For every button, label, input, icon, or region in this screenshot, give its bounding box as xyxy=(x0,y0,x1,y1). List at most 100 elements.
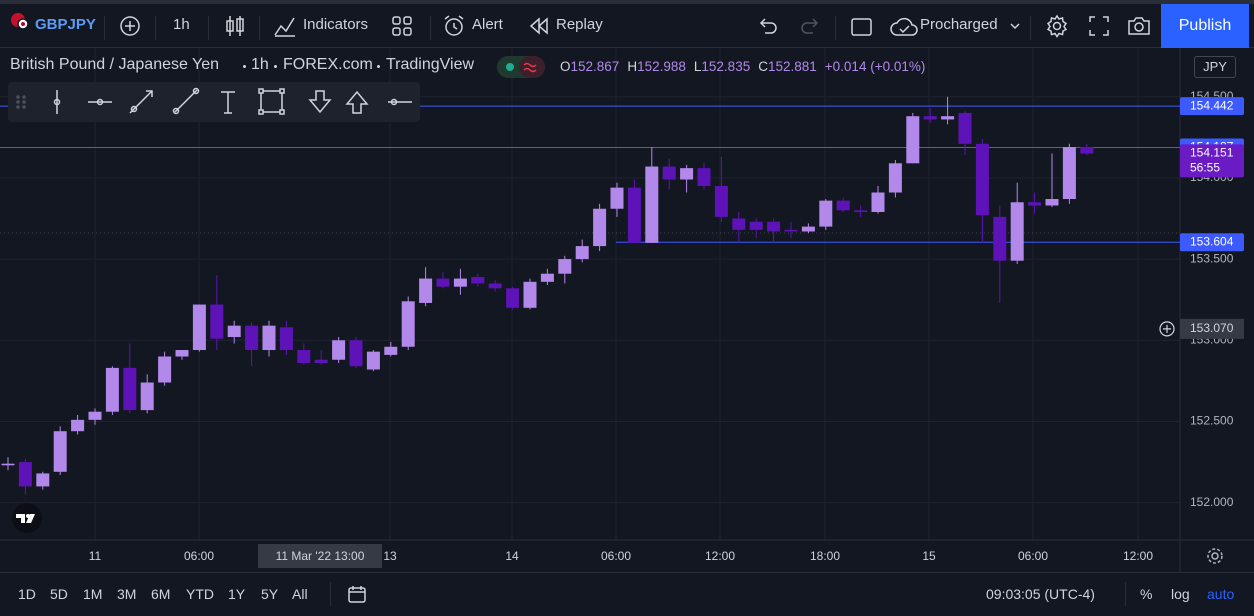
candle-body xyxy=(401,301,415,347)
candle-body xyxy=(906,116,920,164)
candle-body xyxy=(819,200,833,227)
x-tick-label: 06:00 xyxy=(601,549,631,563)
arrow-down-tool[interactable] xyxy=(308,90,332,114)
alert-icon[interactable] xyxy=(442,14,466,38)
compare-button[interactable] xyxy=(119,15,141,37)
candle-body xyxy=(192,304,206,351)
candle-body xyxy=(627,187,641,243)
candle-body xyxy=(767,221,781,232)
ohlc-value: 152.988 xyxy=(637,59,686,74)
candle-body xyxy=(227,325,241,338)
plus-circle xyxy=(1159,321,1175,337)
replay-button[interactable]: Replay xyxy=(556,16,603,33)
x-tick-label: 06:00 xyxy=(1018,549,1048,563)
candle-body xyxy=(1045,199,1059,206)
candle-body xyxy=(18,462,32,487)
add-alert-button[interactable] xyxy=(1159,321,1175,337)
candle-body xyxy=(1,463,15,466)
candle-body xyxy=(349,340,363,367)
range-button[interactable]: YTD xyxy=(186,586,214,602)
range-button[interactable]: 6M xyxy=(151,586,171,602)
cloud-icon[interactable] xyxy=(890,15,920,39)
candle-body xyxy=(332,340,346,360)
candle-body xyxy=(158,356,172,383)
go-to-date-button[interactable] xyxy=(347,584,369,604)
arrow-tool[interactable] xyxy=(129,90,153,114)
candle-body xyxy=(140,382,154,411)
x-tick-label: 14 xyxy=(505,549,519,563)
alert-button[interactable]: Alert xyxy=(472,16,503,33)
candle-body xyxy=(245,325,259,351)
tradingview-logo xyxy=(12,503,42,533)
symbol[interactable]: GBPJPY xyxy=(35,16,96,33)
auto-toggle[interactable]: auto xyxy=(1207,586,1235,602)
currency-button[interactable]: JPY xyxy=(1194,56,1236,78)
ohlc-value: 152.881 xyxy=(767,59,817,74)
range-button[interactable]: 5Y xyxy=(261,586,279,602)
rectangle-button[interactable] xyxy=(850,16,874,38)
layout-menu-chevron[interactable] xyxy=(1009,22,1021,32)
top-toolbar: GBPJPY 1h Indicators Alert Replay Procha… xyxy=(0,0,1254,48)
percent-toggle[interactable]: % xyxy=(1140,586,1153,602)
interval[interactable]: 1h xyxy=(173,16,190,33)
trend-line-tool[interactable] xyxy=(172,87,200,115)
x-tick-label: 13 xyxy=(383,549,397,563)
x-tick-label: 12:00 xyxy=(705,549,735,563)
candle-body xyxy=(575,246,589,260)
candle-body xyxy=(871,192,885,212)
exchange: FOREX.com xyxy=(283,56,373,73)
candle-body xyxy=(175,350,189,357)
price-line-tool[interactable] xyxy=(388,98,412,106)
symbol-flag xyxy=(11,13,29,30)
layout-name[interactable]: Procharged xyxy=(920,16,998,33)
screenshot-button[interactable] xyxy=(1127,15,1151,37)
range-button[interactable]: All xyxy=(292,586,308,602)
crosshair-time-box xyxy=(258,544,382,568)
rectangle-tool[interactable] xyxy=(258,88,285,115)
candle-body xyxy=(1080,147,1094,154)
log-toggle[interactable]: log xyxy=(1171,586,1190,602)
candle-body xyxy=(453,278,467,287)
axis-settings-button[interactable] xyxy=(1207,548,1223,564)
candle-body xyxy=(36,473,50,487)
settings-button[interactable] xyxy=(1045,14,1069,38)
indicators-button[interactable]: Indicators xyxy=(303,16,369,33)
candle-body xyxy=(888,163,902,193)
candle-body xyxy=(836,200,850,211)
candle-body xyxy=(801,226,815,232)
range-button[interactable]: 1M xyxy=(83,586,103,602)
publish-button[interactable]: Publish xyxy=(1161,4,1249,48)
candle-body xyxy=(436,278,450,287)
ohlc-key: L xyxy=(693,59,702,74)
range-button[interactable]: 5D xyxy=(50,586,68,602)
vertical-line-tool[interactable] xyxy=(53,90,61,114)
range-button[interactable]: 1Y xyxy=(228,586,246,602)
candle-body xyxy=(71,419,85,432)
candle-body xyxy=(314,359,328,364)
range-button[interactable]: 1D xyxy=(18,586,36,602)
x-tick-label: 18:00 xyxy=(810,549,840,563)
fullscreen-button[interactable] xyxy=(1088,15,1110,37)
candle-body xyxy=(262,325,276,351)
layout-button[interactable] xyxy=(391,15,413,37)
indicators-icon[interactable] xyxy=(273,14,297,38)
range-button[interactable]: 3M xyxy=(117,586,137,602)
x-tick-label: 15 xyxy=(922,549,936,563)
candle-body xyxy=(1062,147,1076,200)
text-tool[interactable] xyxy=(221,91,235,114)
change: +0.014 (+0.01%) xyxy=(824,59,926,74)
candle-body xyxy=(366,351,380,370)
clock: 09:03:05 (UTC-4) xyxy=(986,586,1095,602)
candle-body xyxy=(1028,202,1042,206)
chart-type-button[interactable] xyxy=(224,14,246,38)
candle-body xyxy=(854,210,868,212)
horizontal-ray-tool[interactable] xyxy=(88,98,112,106)
undo-button[interactable] xyxy=(757,16,779,36)
replay-icon[interactable] xyxy=(528,16,550,36)
level-price-box xyxy=(1180,97,1244,116)
redo-button[interactable] xyxy=(799,16,821,36)
candle-body xyxy=(419,278,433,303)
crosshair-price-label: 153.070 xyxy=(1190,321,1234,335)
arrow-up-tool[interactable] xyxy=(345,90,369,114)
